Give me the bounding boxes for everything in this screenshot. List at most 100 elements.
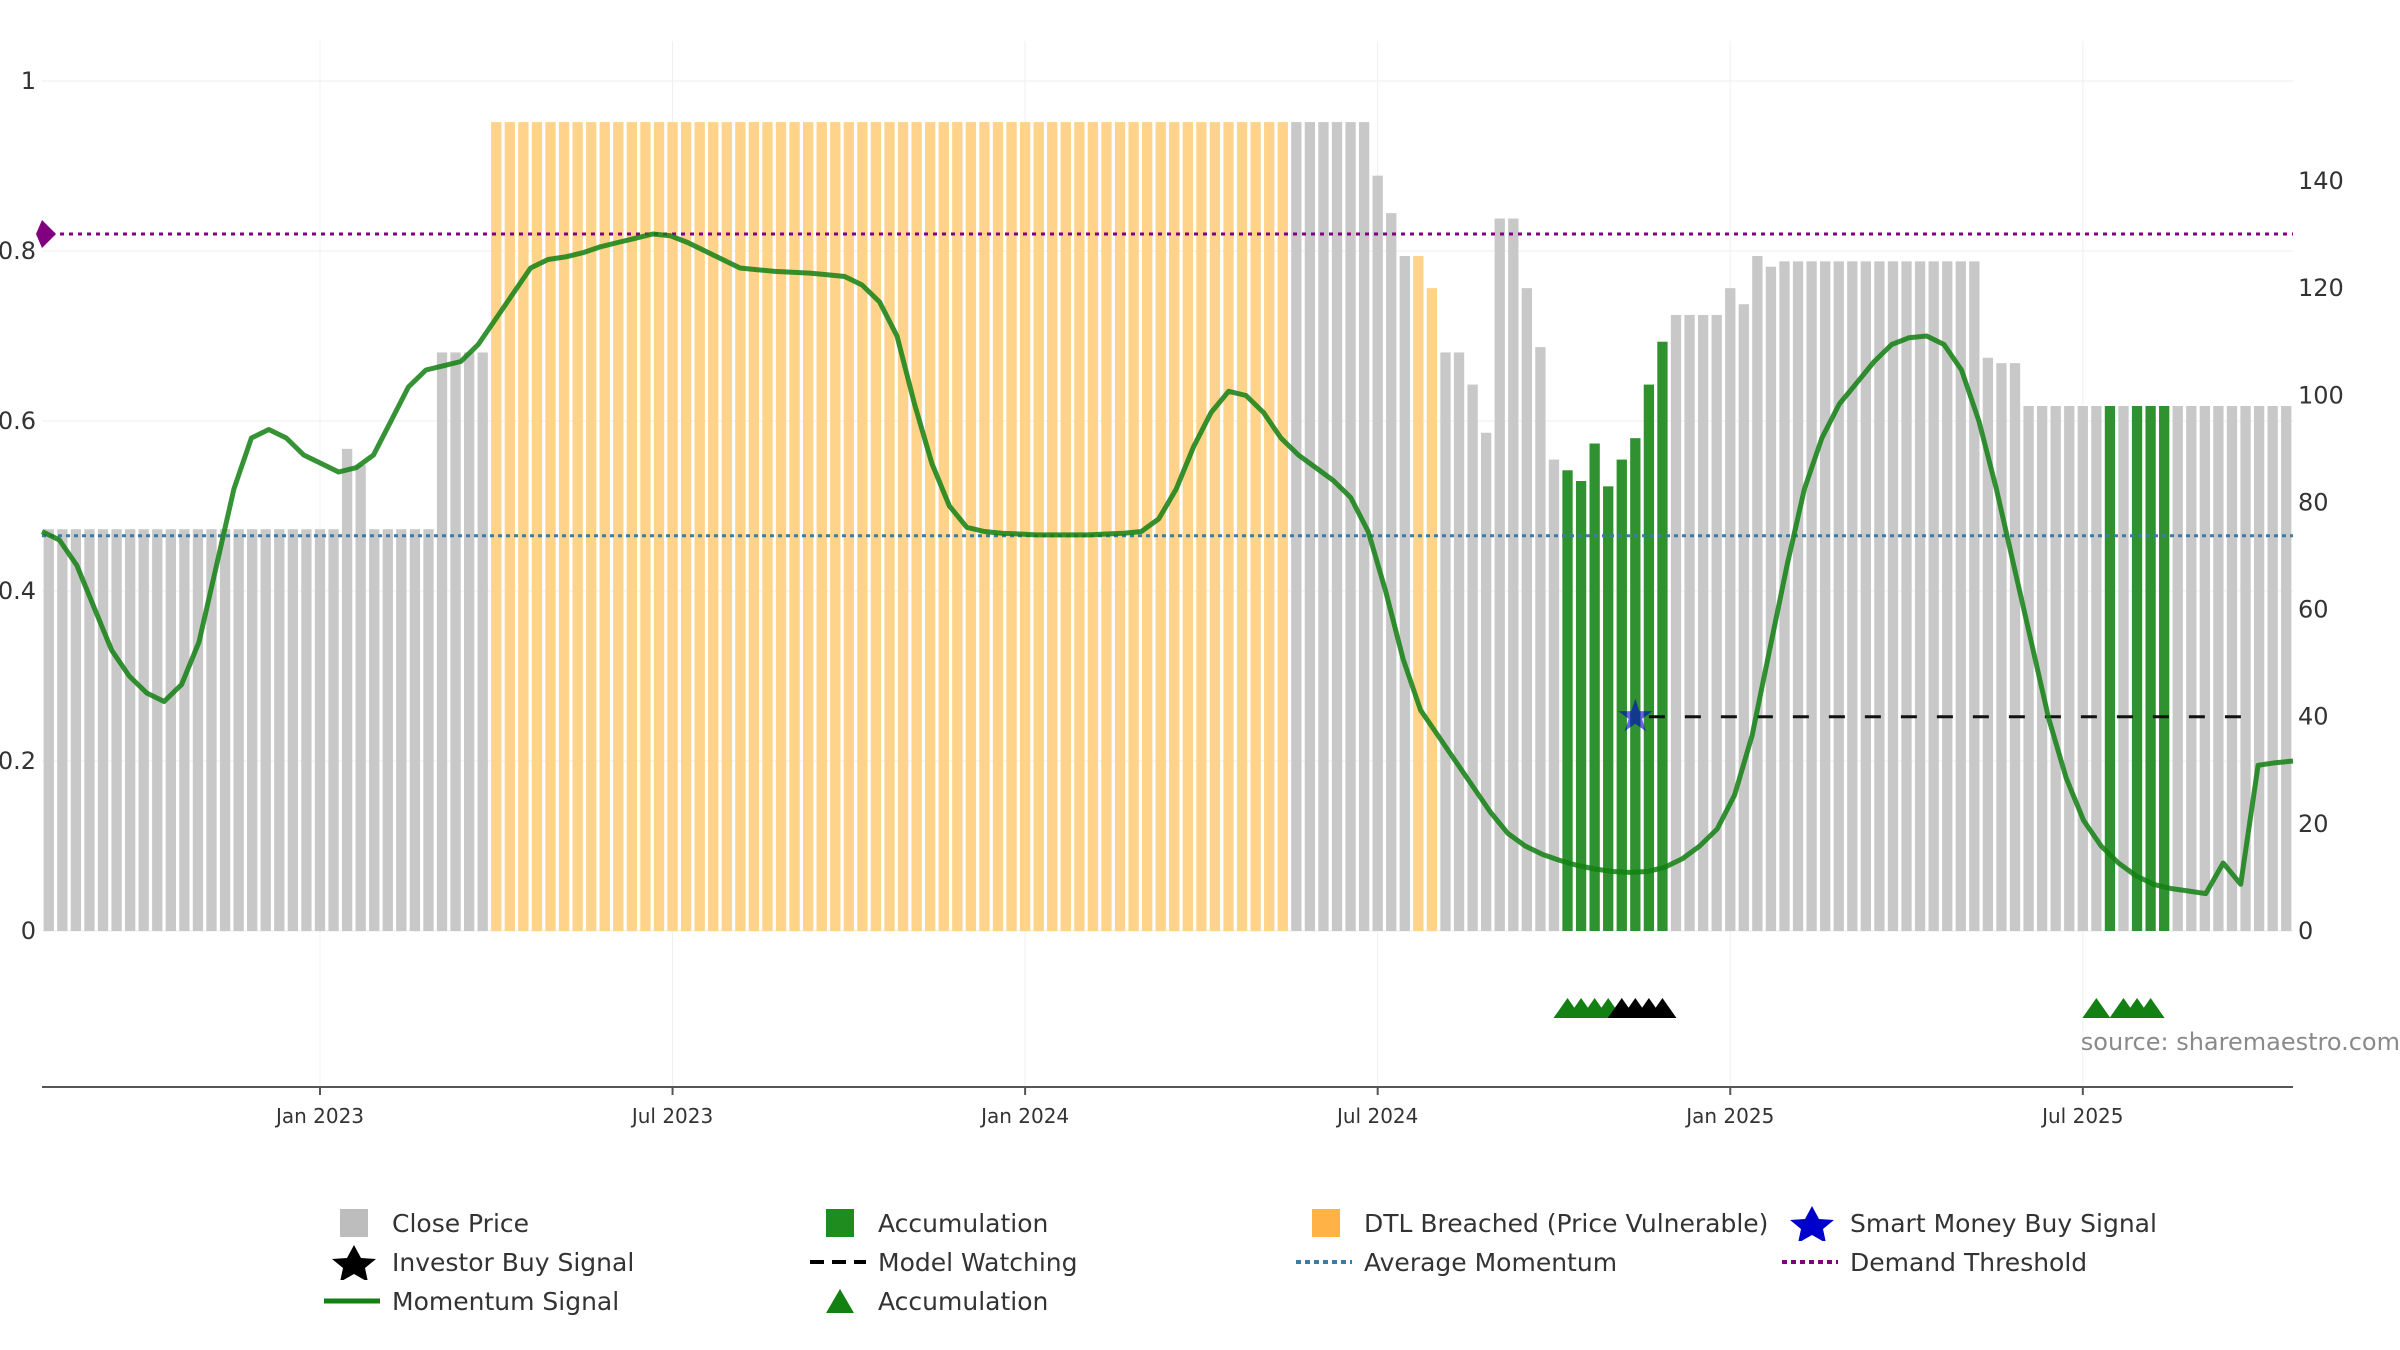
dtl-breached-bar xyxy=(531,122,543,932)
dtl-breached-bar xyxy=(1128,122,1139,932)
dtl-breached-bar xyxy=(938,122,949,932)
close-price-bar xyxy=(1697,314,1709,931)
dtl-breached-bar xyxy=(626,122,638,932)
right-axis-label: 0 xyxy=(2298,917,2313,945)
x-tick-label: Jul 2025 xyxy=(2040,1104,2123,1128)
dtl-breached-bar xyxy=(1196,122,1207,932)
dtl-breached-bar xyxy=(735,122,746,932)
dtl-breached-bar xyxy=(1223,122,1234,932)
dtl-breached-bar xyxy=(748,122,760,932)
dtl-breached-bar xyxy=(721,122,732,932)
legend-square-icon xyxy=(826,1209,854,1237)
dtl-breached-bar xyxy=(599,122,610,932)
close-price-bar xyxy=(1711,314,1722,931)
close-price-bar xyxy=(2226,406,2238,931)
close-price-bar xyxy=(1291,122,1302,932)
close-price-bar xyxy=(436,352,448,931)
close-price-bar xyxy=(2240,406,2251,931)
dtl-breached-bar xyxy=(640,122,651,932)
close-price-bar xyxy=(2050,406,2061,931)
legend-average-momentum: Average Momentum xyxy=(1292,1244,1617,1280)
blue-star-icon xyxy=(1790,1206,1834,1241)
close-price-bar xyxy=(1386,213,1397,932)
dtl-breached-bar xyxy=(613,122,624,932)
close-price-bar xyxy=(1942,261,1953,931)
close-price-bar xyxy=(1440,352,1451,931)
x-tick-label: Jan 2024 xyxy=(979,1104,1069,1128)
dtl-breached-bar xyxy=(1114,122,1126,932)
right-axis-label: 120 xyxy=(2298,274,2344,302)
dtl-breached-bar xyxy=(857,122,868,932)
dtl-breached-bar xyxy=(491,122,502,932)
dtl-breached-bar xyxy=(1182,122,1193,932)
close-price-bar xyxy=(1738,304,1749,931)
close-price-bar xyxy=(1508,218,1519,931)
dtl-breached-bar xyxy=(1006,122,1017,932)
close-price-bar xyxy=(1914,261,1926,931)
dtl-breached-bar xyxy=(680,122,692,932)
right-axis-label: 140 xyxy=(2298,167,2344,195)
close-price-bar xyxy=(2023,406,2034,931)
close-price-bar xyxy=(1765,266,1777,931)
close-price-bar xyxy=(369,529,380,931)
close-price-bar xyxy=(192,529,204,931)
accumulation-triangle xyxy=(2136,998,2165,1018)
close-price-bar xyxy=(1521,288,1532,932)
legend-close-price: Close Price xyxy=(320,1205,529,1241)
dtl-breached-bar xyxy=(694,122,705,932)
right-axis-label: 80 xyxy=(2298,488,2329,516)
dtl-breached-bar xyxy=(504,122,515,932)
close-price-bar xyxy=(1318,122,1329,932)
close-price-bar xyxy=(2199,406,2211,931)
legend-square-icon xyxy=(340,1209,368,1237)
close-price-bar xyxy=(1820,261,1831,931)
close-price-bar xyxy=(1481,432,1492,931)
dotted-line-icon xyxy=(1296,1260,1352,1264)
legend-smart-money: Smart Money Buy Signal xyxy=(1778,1205,2157,1241)
close-price-bar xyxy=(138,529,149,931)
close-price-bar xyxy=(2009,363,2021,932)
close-price-bar xyxy=(233,529,244,931)
close-price-bar xyxy=(165,529,176,931)
dtl-breached-bar xyxy=(884,122,895,932)
dtl-breached-bar xyxy=(1236,122,1248,932)
left-axis-label: 0.2 xyxy=(0,747,36,775)
close-price-bar xyxy=(328,529,339,931)
close-price-bar xyxy=(43,529,54,931)
close-price-bar xyxy=(219,529,231,931)
close-price-bar xyxy=(1453,352,1465,931)
momentum-signal-line xyxy=(40,231,2294,897)
close-price-bar xyxy=(423,529,434,931)
dtl-breached-bar xyxy=(558,122,570,932)
x-tick-label: Jul 2024 xyxy=(1335,1104,1418,1128)
dotted-line-icon xyxy=(1782,1260,1838,1264)
dtl-breached-bar xyxy=(992,122,1004,932)
dtl-breached-bar xyxy=(830,122,841,932)
legend: Close Price Accumulation DTL Breached (P… xyxy=(320,1205,2220,1325)
close-price-bar xyxy=(1725,288,1736,932)
close-price-bar xyxy=(57,529,68,931)
close-price-bar xyxy=(1792,261,1804,931)
dtl-breached-bar xyxy=(518,122,529,932)
close-price-bar xyxy=(152,529,163,931)
close-price-bar xyxy=(1969,261,1980,931)
close-price-bar xyxy=(1752,256,1763,931)
left-axis-label: 0 xyxy=(21,917,36,945)
dtl-breached-bar xyxy=(1060,122,1071,932)
close-price-bar xyxy=(2036,406,2048,931)
close-price-bar xyxy=(355,464,366,931)
smart-money-buy-star xyxy=(1618,698,1653,732)
close-price-bar xyxy=(477,352,488,931)
close-price-bar xyxy=(2172,406,2183,931)
dtl-breached-bar xyxy=(1169,122,1180,932)
dtl-breached-bar xyxy=(1155,122,1166,932)
legend-investor-buy: Investor Buy Signal xyxy=(320,1244,634,1280)
x-tick-label: Jan 2023 xyxy=(274,1104,364,1128)
close-price-bar xyxy=(1345,122,1356,932)
dtl-breached-bar xyxy=(1087,122,1099,932)
close-price-bar xyxy=(1860,261,1872,931)
close-price-bar xyxy=(409,529,421,931)
close-price-bar xyxy=(1982,357,1994,931)
accumulation-bar xyxy=(2131,406,2143,931)
close-price-bar xyxy=(341,448,353,931)
